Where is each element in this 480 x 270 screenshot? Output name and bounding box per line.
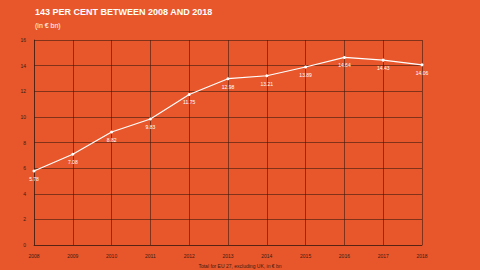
svg-text:0: 0 bbox=[23, 242, 26, 248]
svg-text:16: 16 bbox=[20, 37, 26, 43]
svg-text:13.21: 13.21 bbox=[261, 81, 274, 87]
svg-text:(in € bn): (in € bn) bbox=[35, 22, 61, 30]
svg-text:13.89: 13.89 bbox=[299, 72, 312, 78]
svg-text:2014: 2014 bbox=[261, 253, 272, 259]
svg-text:10: 10 bbox=[20, 114, 26, 120]
svg-text:14.64: 14.64 bbox=[338, 62, 351, 68]
svg-text:4: 4 bbox=[23, 191, 26, 197]
svg-text:14.43: 14.43 bbox=[377, 65, 390, 71]
svg-text:2008: 2008 bbox=[28, 253, 39, 259]
svg-text:143 PER CENT BETWEEN 2008 AND: 143 PER CENT BETWEEN 2008 AND 2018 bbox=[35, 7, 212, 17]
svg-text:2012: 2012 bbox=[184, 253, 195, 259]
svg-text:2009: 2009 bbox=[67, 253, 78, 259]
svg-text:9.83: 9.83 bbox=[146, 124, 156, 130]
svg-text:2018: 2018 bbox=[416, 253, 427, 259]
svg-text:7.08: 7.08 bbox=[68, 159, 78, 165]
svg-text:2017: 2017 bbox=[378, 253, 389, 259]
svg-text:12: 12 bbox=[20, 88, 26, 94]
svg-text:2010: 2010 bbox=[106, 253, 117, 259]
svg-text:Total for EU 27, excluding UK,: Total for EU 27, excluding UK, in € bn bbox=[198, 263, 281, 269]
svg-text:6: 6 bbox=[23, 165, 26, 171]
svg-text:8.82: 8.82 bbox=[107, 137, 117, 143]
svg-text:2013: 2013 bbox=[222, 253, 233, 259]
svg-text:11.75: 11.75 bbox=[183, 99, 195, 105]
svg-text:14: 14 bbox=[20, 63, 26, 69]
svg-text:5.78: 5.78 bbox=[29, 176, 39, 182]
svg-text:8: 8 bbox=[23, 140, 26, 146]
svg-text:2015: 2015 bbox=[300, 253, 311, 259]
svg-text:2011: 2011 bbox=[145, 253, 156, 259]
svg-text:2: 2 bbox=[23, 216, 26, 222]
svg-text:2016: 2016 bbox=[339, 253, 350, 259]
svg-text:14.06: 14.06 bbox=[416, 70, 429, 76]
svg-text:12.98: 12.98 bbox=[222, 84, 235, 90]
